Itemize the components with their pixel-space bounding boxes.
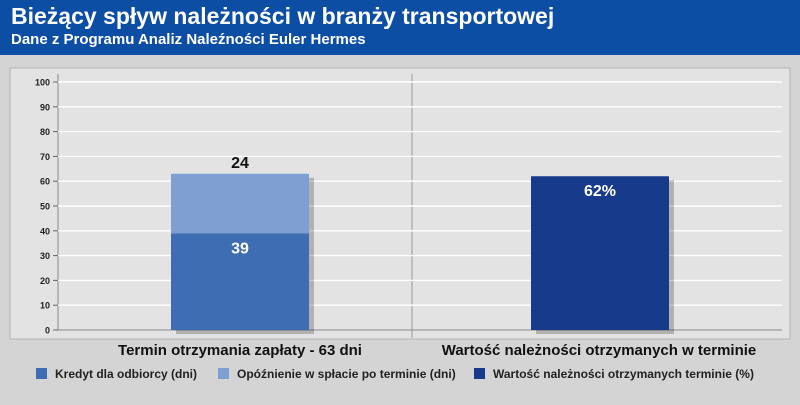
chart-area: 0 10 20 30 40 50 60 70 80 90 100 39 24 Termin otrzyma… bbox=[0, 55, 800, 400]
stacked-bar-chart: 0 10 20 30 40 50 60 70 80 90 100 39 24 Termin otrzyma… bbox=[9, 67, 791, 381]
legend-label: Opóźnienie w spłacie po terminie (dni) bbox=[237, 367, 456, 381]
data-label: 62% bbox=[584, 183, 616, 200]
y-tick-label: 10 bbox=[40, 301, 50, 311]
y-tick-label: 50 bbox=[40, 202, 50, 212]
legend-swatch bbox=[218, 368, 229, 379]
y-tick-label: 70 bbox=[40, 152, 50, 162]
legend-swatch bbox=[474, 368, 485, 379]
y-tick-label: 100 bbox=[35, 78, 50, 88]
legend-label: Kredyt dla odbiorcy (dni) bbox=[55, 367, 197, 381]
data-label: 24 bbox=[231, 155, 249, 172]
y-tick-label: 40 bbox=[40, 226, 50, 236]
y-tick-label: 80 bbox=[40, 127, 50, 137]
x-category-label: Wartość należności otrzymanych w termini… bbox=[442, 342, 757, 359]
bar-segment bbox=[531, 176, 669, 330]
y-tick-label: 0 bbox=[45, 326, 50, 336]
legend-label: Wartość należności otrzymanych terminie … bbox=[493, 367, 754, 381]
y-tick-label: 20 bbox=[40, 276, 50, 286]
y-tick-label: 30 bbox=[40, 251, 50, 261]
header-banner: Bieżący spływ należności w branży transp… bbox=[0, 0, 800, 55]
chart-title: Bieżący spływ należności w branży transp… bbox=[11, 3, 555, 29]
legend-swatch bbox=[36, 368, 47, 379]
data-label: 39 bbox=[231, 240, 249, 257]
y-tick-label: 90 bbox=[40, 102, 50, 112]
x-category-label: Termin otrzymania zapłaty - 63 dni bbox=[118, 342, 362, 359]
bar-segment bbox=[171, 173, 309, 234]
bar-segment bbox=[171, 233, 309, 330]
chart-subtitle: Dane z Programu Analiz Naleźności Euler … bbox=[11, 31, 366, 48]
y-tick-label: 60 bbox=[40, 177, 50, 187]
